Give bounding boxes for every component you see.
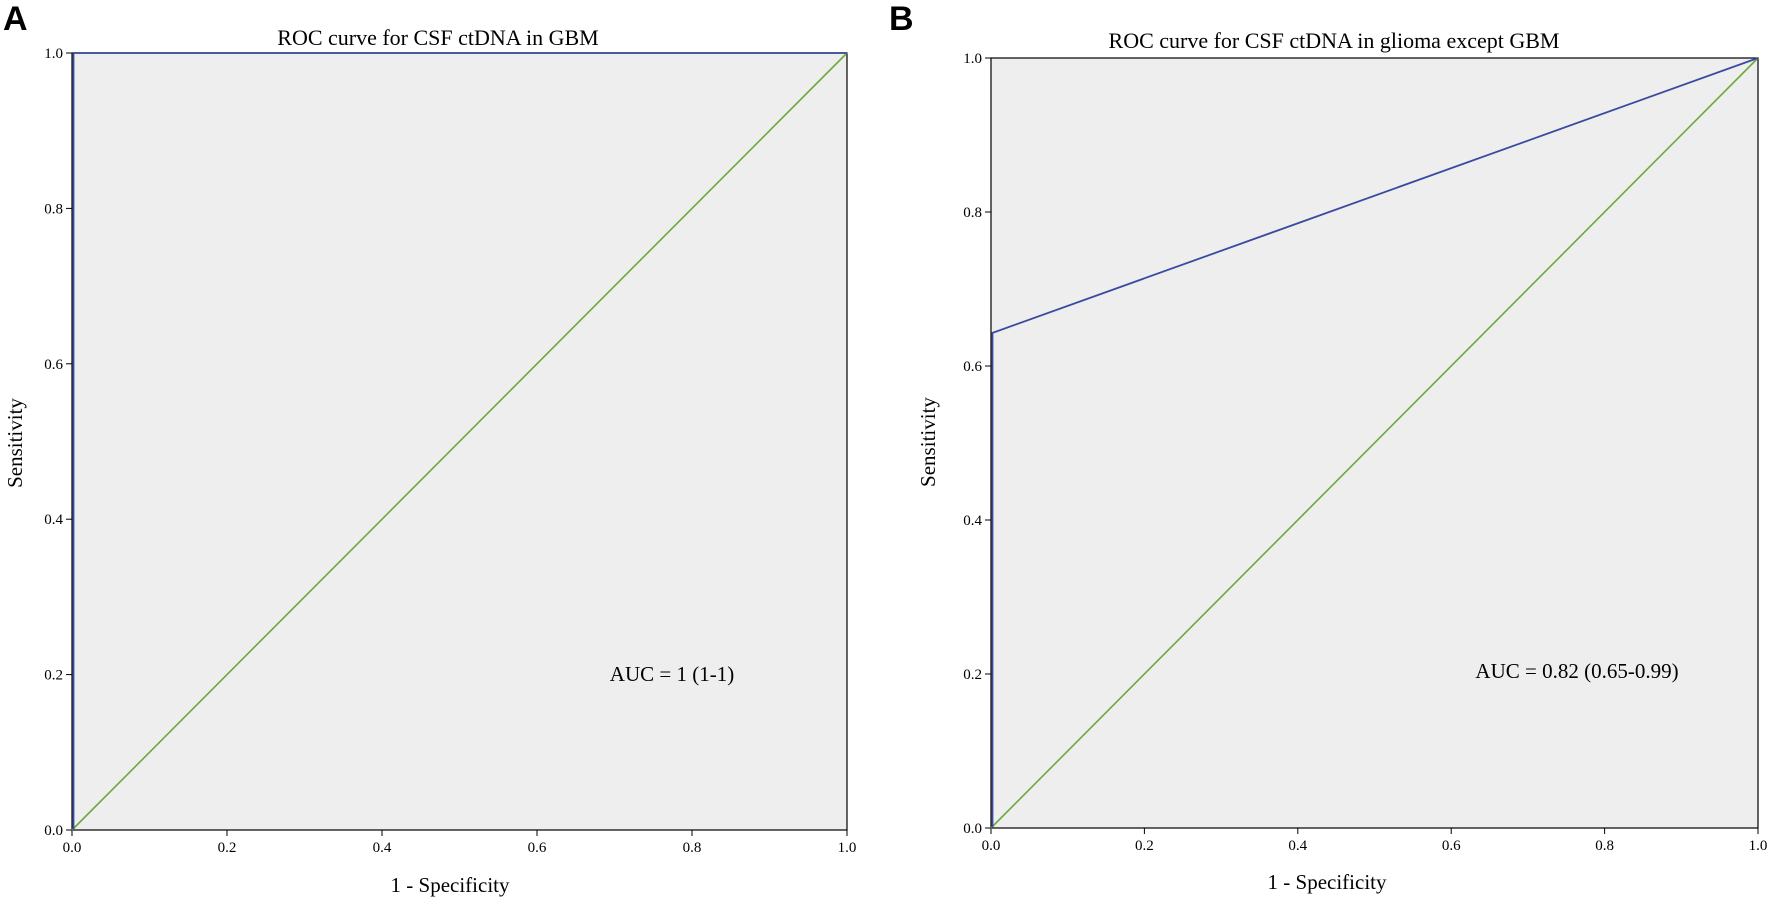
panel-b-y-tick-label: 0.6 xyxy=(963,359,982,375)
panel-a-x-tick-label: 0.0 xyxy=(63,840,82,856)
panel-a-ticks: 0.0 0.2 0.4 0.6 0.8 1.0 0.0 0.2 0.4 0.6 0.8 1.0 xyxy=(44,46,856,856)
panel-b-x-tick-label: 0.8 xyxy=(1595,838,1614,854)
panel-b-y-tick-label: 1.0 xyxy=(963,51,982,67)
panel-b-y-tick-label: 0.8 xyxy=(963,205,982,221)
panel-b-x-tick-label: 1.0 xyxy=(1749,838,1768,854)
panel-b: B ROC curve for CSF ctDNA in glioma exce… xyxy=(889,0,1767,894)
panel-a-x-tick-label: 0.8 xyxy=(683,840,702,856)
panel-b-y-tick-label: 0.4 xyxy=(963,513,982,529)
panel-b-reference-line xyxy=(990,57,1759,829)
panel-b-title: ROC curve for CSF ctDNA in glioma except… xyxy=(1109,28,1560,53)
panel-a-auc-annotation: AUC = 1 (1-1) xyxy=(610,662,734,686)
panel-a-letter: A xyxy=(3,0,28,38)
panel-b-x-tick-label: 0.4 xyxy=(1288,838,1307,854)
panel-b-auc-annotation: AUC = 0.82 (0.65-0.99) xyxy=(1475,659,1678,683)
panel-a-y-tick-label: 0.0 xyxy=(44,823,63,839)
panel-a-y-tick-label: 0.8 xyxy=(44,201,63,217)
panel-a-x-tick-label: 0.2 xyxy=(218,840,237,856)
panel-a-reference-line xyxy=(71,52,848,831)
panel-a-y-tick-label: 1.0 xyxy=(44,46,63,62)
panel-a-y-tick-label: 0.4 xyxy=(44,512,63,528)
panel-b-x-tick-label: 0.0 xyxy=(982,838,1001,854)
panel-a-lines xyxy=(71,52,848,831)
panel-b-ticks: 0.0 0.2 0.4 0.6 0.8 1.0 0.0 0.2 0.4 0.6 0.8 1.0 xyxy=(963,51,1767,854)
panel-a-y-axis-label: Sensitivity xyxy=(3,398,27,488)
panel-a-x-axis-label: 1 - Specificity xyxy=(391,873,510,897)
panel-a-y-tick-label: 0.6 xyxy=(44,357,63,373)
panel-b-y-axis-label: Sensitivity xyxy=(916,397,940,487)
panel-a-y-tick-label: 0.2 xyxy=(44,668,63,684)
panel-b-y-tick-label: 0.2 xyxy=(963,667,982,683)
panel-a-x-tick-label: 0.4 xyxy=(373,840,392,856)
panel-a-x-tick-label: 1.0 xyxy=(838,840,857,856)
panel-b-roc-curve xyxy=(991,57,1759,828)
panel-b-x-axis-label: 1 - Specificity xyxy=(1268,870,1387,894)
panel-b-lines xyxy=(990,57,1759,829)
panel-b-y-tick-label: 0.0 xyxy=(963,821,982,837)
panel-a-x-tick-label: 0.6 xyxy=(528,840,547,856)
panel-a-roc-curve xyxy=(72,52,847,830)
panel-b-letter: B xyxy=(889,0,914,38)
panel-b-x-tick-label: 0.6 xyxy=(1442,838,1461,854)
panel-b-x-tick-label: 0.2 xyxy=(1135,838,1154,854)
panel-a: A ROC curve for CSF ctDNA in GBM 0.0 0.2 0… xyxy=(3,0,856,897)
panel-a-title: ROC curve for CSF ctDNA in GBM xyxy=(277,25,598,50)
